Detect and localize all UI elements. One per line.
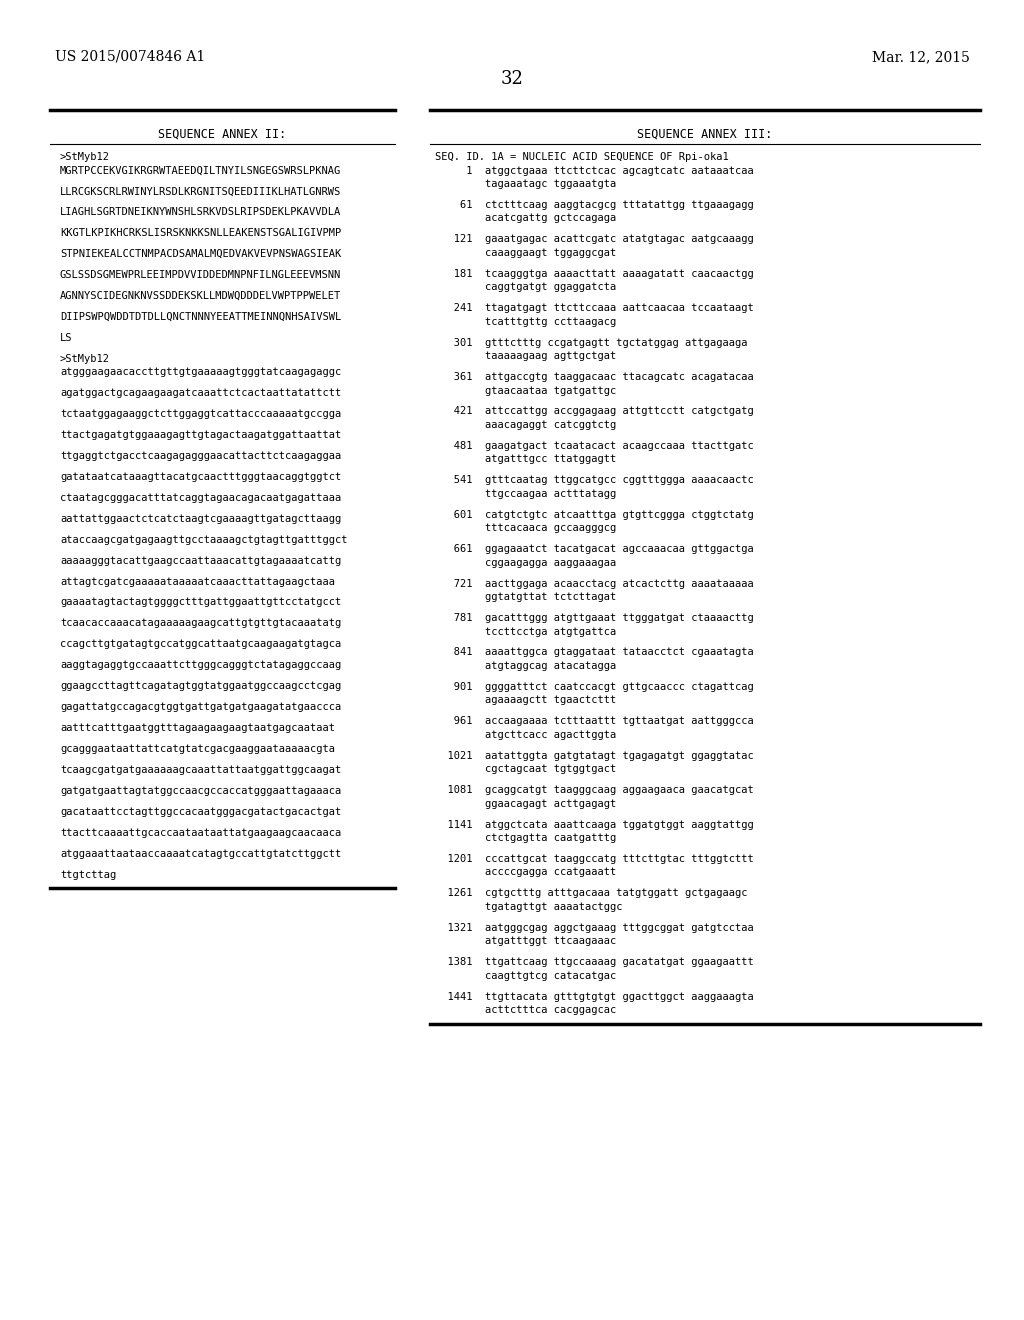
Text: atgcttcacc agacttggta: atgcttcacc agacttggta <box>435 730 616 739</box>
Text: ttgaggtctgacctcaagagagggaacattacttctcaagaggaa: ttgaggtctgacctcaagagagggaacattacttctcaag… <box>60 451 341 461</box>
Text: 181  tcaagggtga aaaacttatt aaaagatatt caacaactgg: 181 tcaagggtga aaaacttatt aaaagatatt caa… <box>435 269 754 279</box>
Text: 781  gacatttggg atgttgaaat ttgggatgat ctaaaacttg: 781 gacatttggg atgttgaaat ttgggatgat cta… <box>435 612 754 623</box>
Text: 601  catgtctgtc atcaatttga gtgttcggga ctggtctatg: 601 catgtctgtc atcaatttga gtgttcggga ctg… <box>435 510 754 520</box>
Text: acttctttca cacggagcac: acttctttca cacggagcac <box>435 1006 616 1015</box>
Text: 121  gaaatgagac acattcgatc atatgtagac aatgcaaagg: 121 gaaatgagac acattcgatc atatgtagac aat… <box>435 235 754 244</box>
Text: tccttcctga atgtgattca: tccttcctga atgtgattca <box>435 627 616 636</box>
Text: gatataatcataaagttacatgcaactttgggtaacaggtggtct: gatataatcataaagttacatgcaactttgggtaacaggt… <box>60 473 341 482</box>
Text: gtaacaataa tgatgattgc: gtaacaataa tgatgattgc <box>435 385 616 396</box>
Text: SEQUENCE ANNEX II:: SEQUENCE ANNEX II: <box>159 128 287 141</box>
Text: attagtcgatcgaaaaataaaaatcaaacttattagaagctaaa: attagtcgatcgaaaaataaaaatcaaacttattagaagc… <box>60 577 335 586</box>
Text: atgatttggt ttcaagaaac: atgatttggt ttcaagaaac <box>435 936 616 946</box>
Text: taaaaagaag agttgctgat: taaaaagaag agttgctgat <box>435 351 616 362</box>
Text: DIIPSWPQWDDTDTDLLQNCTNNNYEEATTMEINNQNHSAIVSWL: DIIPSWPQWDDTDTDLLQNCTNNNYEEATTMEINNQNHSA… <box>60 312 341 322</box>
Text: aaggtagaggtgccaaattcttgggcagggtctatagaggccaag: aaggtagaggtgccaaattcttgggcagggtctatagagg… <box>60 660 341 671</box>
Text: US 2015/0074846 A1: US 2015/0074846 A1 <box>55 50 205 63</box>
Text: ggaacagagt acttgagagt: ggaacagagt acttgagagt <box>435 799 616 809</box>
Text: tcatttgttg ccttaagacg: tcatttgttg ccttaagacg <box>435 317 616 326</box>
Text: 901  ggggatttct caatccacgt gttgcaaccc ctagattcag: 901 ggggatttct caatccacgt gttgcaaccc cta… <box>435 682 754 692</box>
Text: ccagcttgtgatagtgccatggcattaatgcaagaagatgtagca: ccagcttgtgatagtgccatggcattaatgcaagaagatg… <box>60 639 341 649</box>
Text: gaaaatagtactagtggggctttgattggaattgttcctatgcct: gaaaatagtactagtggggctttgattggaattgttccta… <box>60 598 341 607</box>
Text: agaaaagctt tgaactcttt: agaaaagctt tgaactcttt <box>435 696 616 705</box>
Text: gacataattcctagttggccacaatgggacgatactgacactgat: gacataattcctagttggccacaatgggacgatactgaca… <box>60 807 341 817</box>
Text: 1441  ttgttacata gtttgtgtgt ggacttggct aaggaaagta: 1441 ttgttacata gtttgtgtgt ggacttggct aa… <box>435 991 754 1002</box>
Text: 1321  aatgggcgag aggctgaaag tttggcggat gatgtcctaa: 1321 aatgggcgag aggctgaaag tttggcggat ga… <box>435 923 754 933</box>
Text: aaacagaggt catcggtctg: aaacagaggt catcggtctg <box>435 420 616 430</box>
Text: 1141  atggctcata aaattcaaga tggatgtggt aaggtattgg: 1141 atggctcata aaattcaaga tggatgtggt aa… <box>435 820 754 829</box>
Text: 61  ctctttcaag aaggtacgcg tttatattgg ttgaaagagg: 61 ctctttcaag aaggtacgcg tttatattgg ttga… <box>435 199 754 210</box>
Text: 841  aaaattggca gtaggataat tataacctct cgaaatagta: 841 aaaattggca gtaggataat tataacctct cga… <box>435 647 754 657</box>
Text: 32: 32 <box>501 70 523 88</box>
Text: Mar. 12, 2015: Mar. 12, 2015 <box>872 50 970 63</box>
Text: 721  aacttggaga acaacctacg atcactcttg aaaataaaaa: 721 aacttggaga acaacctacg atcactcttg aaa… <box>435 578 754 589</box>
Text: >StMyb12: >StMyb12 <box>60 354 110 364</box>
Text: >StMyb12: >StMyb12 <box>60 152 110 162</box>
Text: caagttgtcg catacatgac: caagttgtcg catacatgac <box>435 970 616 981</box>
Text: AGNNYSCIDEGNKNVSSDDEKSKLLMDWQDDDELVWPTPPWELET: AGNNYSCIDEGNKNVSSDDEKSKLLMDWQDDDELVWPTPP… <box>60 290 341 301</box>
Text: LLRCGKSCRLRWINYLRSDLKRGNITSQEEDIIIKLHATLGNRWS: LLRCGKSCRLRWINYLRSDLKRGNITSQEEDIIIKLHATL… <box>60 186 341 197</box>
Text: caaaggaagt tggaggcgat: caaaggaagt tggaggcgat <box>435 248 616 257</box>
Text: 961  accaagaaaa tctttaattt tgttaatgat aattgggcca: 961 accaagaaaa tctttaattt tgttaatgat aat… <box>435 717 754 726</box>
Text: STPNIEKEALCCTNMPACDSAMALMQEDVAKVEVPNSWAGSIEAK: STPNIEKEALCCTNMPACDSAMALMQEDVAKVEVPNSWAG… <box>60 249 341 259</box>
Text: 301  gtttctttg ccgatgagtt tgctatggag attgagaaga: 301 gtttctttg ccgatgagtt tgctatggag attg… <box>435 338 748 347</box>
Text: atgatttgcc ttatggagtt: atgatttgcc ttatggagtt <box>435 454 616 465</box>
Text: LIAGHLSGRTDNEIKNYWNSHLSRKVDSLRIPSDEKLPKAVVDLA: LIAGHLSGRTDNEIKNYWNSHLSRKVDSLRIPSDEKLPKA… <box>60 207 341 218</box>
Text: GSLSSDSGMEWPRLEEIMPDVVIDDEDMNPNFILNGLEEEVMSNN: GSLSSDSGMEWPRLEEIMPDVVIDDEDMNPNFILNGLEEE… <box>60 271 341 280</box>
Text: MGRTPCCEKVGIKRGRWTAEEDQILTNYILSNGEGSWRSLPKNAG: MGRTPCCEKVGIKRGRWTAEEDQILTNYILSNGEGSWRSL… <box>60 165 341 176</box>
Text: atggaaattaataaccaaaatcatagtgccattgtatcttggctt: atggaaattaataaccaaaatcatagtgccattgtatctt… <box>60 849 341 858</box>
Text: KKGTLKPIKHCRKSLISRSKNKKSNLLEAKENSTSGALIGIVPMP: KKGTLKPIKHCRKSLISRSKNKKSNLLEAKENSTSGALIG… <box>60 228 341 239</box>
Text: gatgatgaattagtatggccaacgccaccatgggaattagaaaca: gatgatgaattagtatggccaacgccaccatgggaattag… <box>60 785 341 796</box>
Text: 241  ttagatgagt ttcttccaaa aattcaacaa tccaataagt: 241 ttagatgagt ttcttccaaa aattcaacaa tcc… <box>435 304 754 313</box>
Text: LS: LS <box>60 333 73 343</box>
Text: agatggactgcagaagaagatcaaattctcactaattatattctt: agatggactgcagaagaagatcaaattctcactaattata… <box>60 388 341 399</box>
Text: tagaaatagc tggaaatgta: tagaaatagc tggaaatgta <box>435 180 616 189</box>
Text: ttactgagatgtggaaagagttgtagactaagatggattaattat: ttactgagatgtggaaagagttgtagactaagatggatta… <box>60 430 341 440</box>
Text: 481  gaagatgact tcaatacact acaagccaaa ttacttgatc: 481 gaagatgact tcaatacact acaagccaaa tta… <box>435 441 754 451</box>
Text: caggtgatgt ggaggatcta: caggtgatgt ggaggatcta <box>435 282 616 292</box>
Text: tttcacaaca gccaagggcg: tttcacaaca gccaagggcg <box>435 523 616 533</box>
Text: cgctagcaat tgtggtgact: cgctagcaat tgtggtgact <box>435 764 616 775</box>
Text: 1261  cgtgctttg atttgacaaa tatgtggatt gctgagaagc: 1261 cgtgctttg atttgacaaa tatgtggatt gct… <box>435 888 748 899</box>
Text: ttacttcaaaattgcaccaataataattatgaagaagcaacaaca: ttacttcaaaattgcaccaataataattatgaagaagcaa… <box>60 828 341 838</box>
Text: aattattggaactctcatctaagtcgaaaagttgatagcttaagg: aattattggaactctcatctaagtcgaaaagttgatagct… <box>60 513 341 524</box>
Text: tcaagcgatgatgaaaaaagcaaattattaatggattggcaagat: tcaagcgatgatgaaaaaagcaaattattaatggattggc… <box>60 764 341 775</box>
Text: 1  atggctgaaa ttcttctcac agcagtcatc aataaatcaa: 1 atggctgaaa ttcttctcac agcagtcatc aataa… <box>435 165 754 176</box>
Text: atgggaagaacaccttgttgtgaaaaagtgggtatcaagagaggc: atgggaagaacaccttgttgtgaaaaagtgggtatcaaga… <box>60 367 341 378</box>
Text: 661  ggagaaatct tacatgacat agccaaacaa gttggactga: 661 ggagaaatct tacatgacat agccaaacaa gtt… <box>435 544 754 554</box>
Text: 1381  ttgattcaag ttgccaaaag gacatatgat ggaagaattt: 1381 ttgattcaag ttgccaaaag gacatatgat gg… <box>435 957 754 968</box>
Text: 1201  cccattgcat taaggccatg tttcttgtac tttggtcttt: 1201 cccattgcat taaggccatg tttcttgtac tt… <box>435 854 754 865</box>
Text: 541  gtttcaatag ttggcatgcc cggtttggga aaaacaactc: 541 gtttcaatag ttggcatgcc cggtttggga aaa… <box>435 475 754 486</box>
Text: cggaagagga aaggaaagaa: cggaagagga aaggaaagaa <box>435 557 616 568</box>
Text: ataccaagcgatgagaagttgcctaaaagctgtagttgatttggct: ataccaagcgatgagaagttgcctaaaagctgtagttgat… <box>60 535 347 545</box>
Text: 1081  gcaggcatgt taagggcaag aggaagaaca gaacatgcat: 1081 gcaggcatgt taagggcaag aggaagaaca ga… <box>435 785 754 795</box>
Text: 421  attccattgg accggagaag attgttcctt catgctgatg: 421 attccattgg accggagaag attgttcctt cat… <box>435 407 754 417</box>
Text: tgatagttgt aaaatactggc: tgatagttgt aaaatactggc <box>435 902 623 912</box>
Text: SEQ. ID. 1A = NUCLEIC ACID SEQUENCE OF Rpi-oka1: SEQ. ID. 1A = NUCLEIC ACID SEQUENCE OF R… <box>435 152 729 162</box>
Text: gcagggaataattattcatgtatcgacgaaggaataaaaacgta: gcagggaataattattcatgtatcgacgaaggaataaaaa… <box>60 744 335 754</box>
Text: SEQUENCE ANNEX III:: SEQUENCE ANNEX III: <box>637 128 773 141</box>
Text: tcaacaccaaacatagaaaaagaagcattgtgttgtacaaatatg: tcaacaccaaacatagaaaaagaagcattgtgttgtacaa… <box>60 619 341 628</box>
Text: acatcgattg gctccagaga: acatcgattg gctccagaga <box>435 214 616 223</box>
Text: aaaaagggtacattgaagccaattaaacattgtagaaaatcattg: aaaaagggtacattgaagccaattaaacattgtagaaaat… <box>60 556 341 566</box>
Text: ggaagccttagttcagatagtggtatggaatggccaagcctcgag: ggaagccttagttcagatagtggtatggaatggccaagcc… <box>60 681 341 692</box>
Text: ggtatgttat tctcttagat: ggtatgttat tctcttagat <box>435 593 616 602</box>
Text: aatttcatttgaatggtttagaagaagaagtaatgagcaataat: aatttcatttgaatggtttagaagaagaagtaatgagcaa… <box>60 723 335 733</box>
Text: 1021  aatattggta gatgtatagt tgagagatgt ggaggtatac: 1021 aatattggta gatgtatagt tgagagatgt gg… <box>435 751 754 760</box>
Text: ttgtcttag: ttgtcttag <box>60 870 117 879</box>
Text: tctaatggagaaggctcttggaggtcattacccaaaaatgccgga: tctaatggagaaggctcttggaggtcattacccaaaaatg… <box>60 409 341 420</box>
Text: ttgccaagaa actttatagg: ttgccaagaa actttatagg <box>435 488 616 499</box>
Text: gagattatgccagacgtggtgattgatgatgaagatatgaaccca: gagattatgccagacgtggtgattgatgatgaagatatga… <box>60 702 341 711</box>
Text: 361  attgaccgtg taaggacaac ttacagcatc acagatacaa: 361 attgaccgtg taaggacaac ttacagcatc aca… <box>435 372 754 381</box>
Text: atgtaggcag atacatagga: atgtaggcag atacatagga <box>435 661 616 671</box>
Text: accccgagga ccatgaaatt: accccgagga ccatgaaatt <box>435 867 616 878</box>
Text: ctctgagtta caatgatttg: ctctgagtta caatgatttg <box>435 833 616 843</box>
Text: ctaatagcgggacatttatcaggtagaacagacaatgagattaaa: ctaatagcgggacatttatcaggtagaacagacaatgaga… <box>60 492 341 503</box>
